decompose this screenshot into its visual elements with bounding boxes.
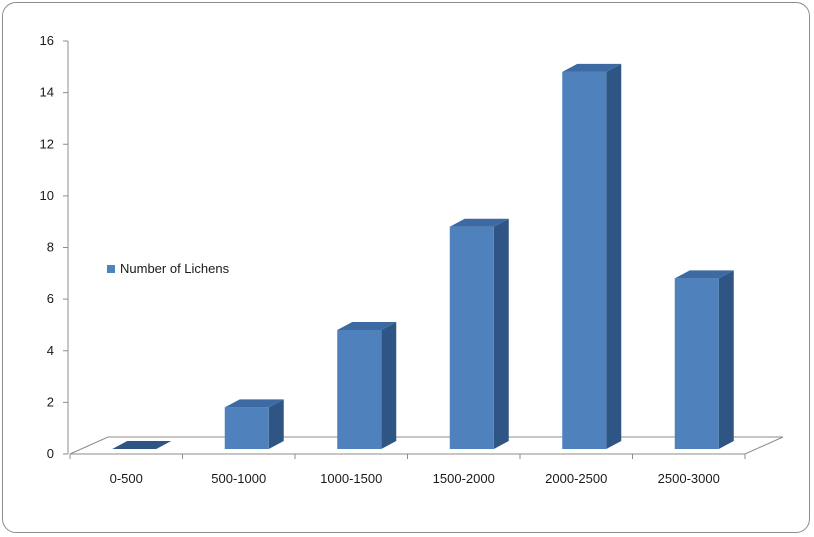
x-tick-label: 0-500 <box>110 471 143 486</box>
bar <box>562 63 622 449</box>
bar-side <box>268 399 284 449</box>
y-tick-label: 12 <box>40 136 54 151</box>
bar-top <box>674 270 734 279</box>
legend-swatch <box>107 265 115 273</box>
bar-front <box>562 71 607 449</box>
x-tick-label: 500-1000 <box>211 471 266 486</box>
bar <box>112 441 172 449</box>
bar-front <box>674 278 719 449</box>
bar-top <box>449 218 509 227</box>
x-tick-label: 2500-3000 <box>658 471 720 486</box>
bar <box>449 218 509 449</box>
bar-side <box>493 218 509 449</box>
y-tick-label: 4 <box>47 343 54 358</box>
x-tick-label: 2000-2500 <box>545 471 607 486</box>
bar <box>337 321 397 449</box>
bar-front <box>224 407 269 449</box>
x-tick-label: 1500-2000 <box>433 471 495 486</box>
bar-side <box>718 270 734 449</box>
bar-top <box>112 441 172 449</box>
bar <box>674 270 734 449</box>
y-tick-label: 2 <box>47 394 54 409</box>
y-tick-label: 14 <box>40 85 54 100</box>
y-tick-label: 8 <box>47 240 54 255</box>
bar-top <box>562 63 622 72</box>
legend-label: Number of Lichens <box>120 261 230 276</box>
y-tick-label: 16 <box>40 33 54 48</box>
y-tick-label: 10 <box>40 188 54 203</box>
bar-front <box>449 226 494 449</box>
x-tick-label: 1000-1500 <box>320 471 382 486</box>
bar-side <box>381 321 397 449</box>
bar-top <box>337 321 397 330</box>
y-tick-label: 6 <box>47 291 54 306</box>
bar-side <box>606 63 622 449</box>
bar-top <box>224 399 284 408</box>
bar <box>224 399 284 449</box>
y-tick-label: 0 <box>47 446 54 461</box>
bar-front <box>337 329 382 449</box>
